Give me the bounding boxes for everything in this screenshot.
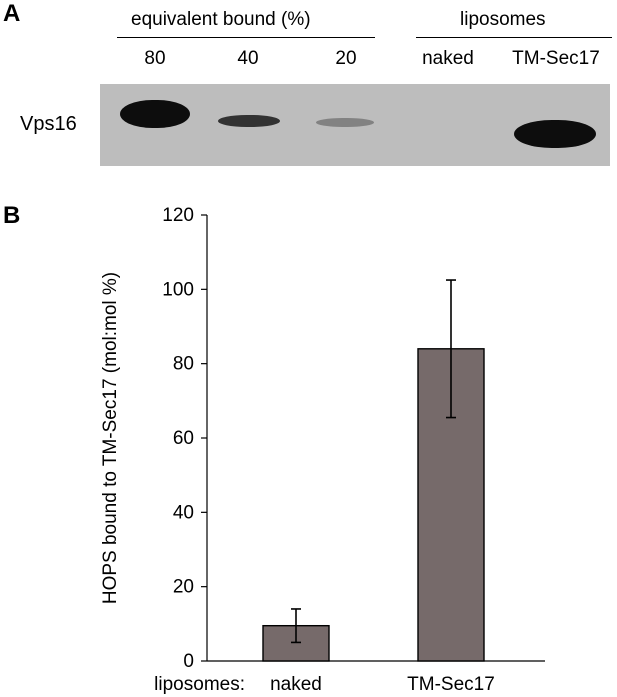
row-label-vps16: Vps16 (20, 113, 77, 135)
error-bar-tm-sec17 (446, 279, 456, 419)
band-80 (120, 100, 190, 128)
lane-label-naked: naked (422, 48, 474, 69)
y-tick-label-120: 120 (162, 205, 194, 226)
bar-naked (262, 624, 330, 662)
header-left-line (117, 37, 375, 38)
band-tm-sec17 (514, 120, 596, 148)
y-tick-label-0: 0 (183, 651, 194, 672)
header-right-line (416, 37, 612, 38)
lane-label-40: 40 (237, 48, 259, 69)
panel-b-letter: B (3, 202, 21, 229)
western-blot (100, 84, 610, 166)
header-liposomes: liposomes (460, 9, 546, 30)
lane-label-tm-sec17: TM-Sec17 (512, 48, 600, 69)
y-tick-label-20: 20 (173, 577, 194, 598)
x-label-tm-sec17: TM-Sec17 (407, 674, 495, 695)
panel-a-letter: A (3, 0, 21, 27)
lane-label-80: 80 (144, 48, 166, 69)
band-20 (316, 118, 374, 127)
y-axis: 0 20 40 60 80 100 120 (162, 205, 545, 672)
error-bars (291, 279, 456, 644)
y-tick-label-80: 80 (173, 354, 194, 375)
band-40 (218, 115, 280, 127)
y-tick-label-100: 100 (162, 279, 194, 300)
lane-label-20: 20 (335, 48, 357, 69)
error-bar-naked (291, 608, 301, 644)
category-axis-prefix: liposomes: (154, 674, 245, 695)
x-labels: naked TM-Sec17 (270, 674, 495, 695)
y-tick-label-60: 60 (173, 428, 194, 449)
y-tick-label-40: 40 (173, 502, 194, 523)
x-label-naked: naked (270, 674, 322, 695)
header-equivalent-bound: equivalent bound (%) (131, 9, 311, 30)
y-axis-title: HOPS bound to TM-Sec17 (mol:mol %) (100, 272, 121, 604)
